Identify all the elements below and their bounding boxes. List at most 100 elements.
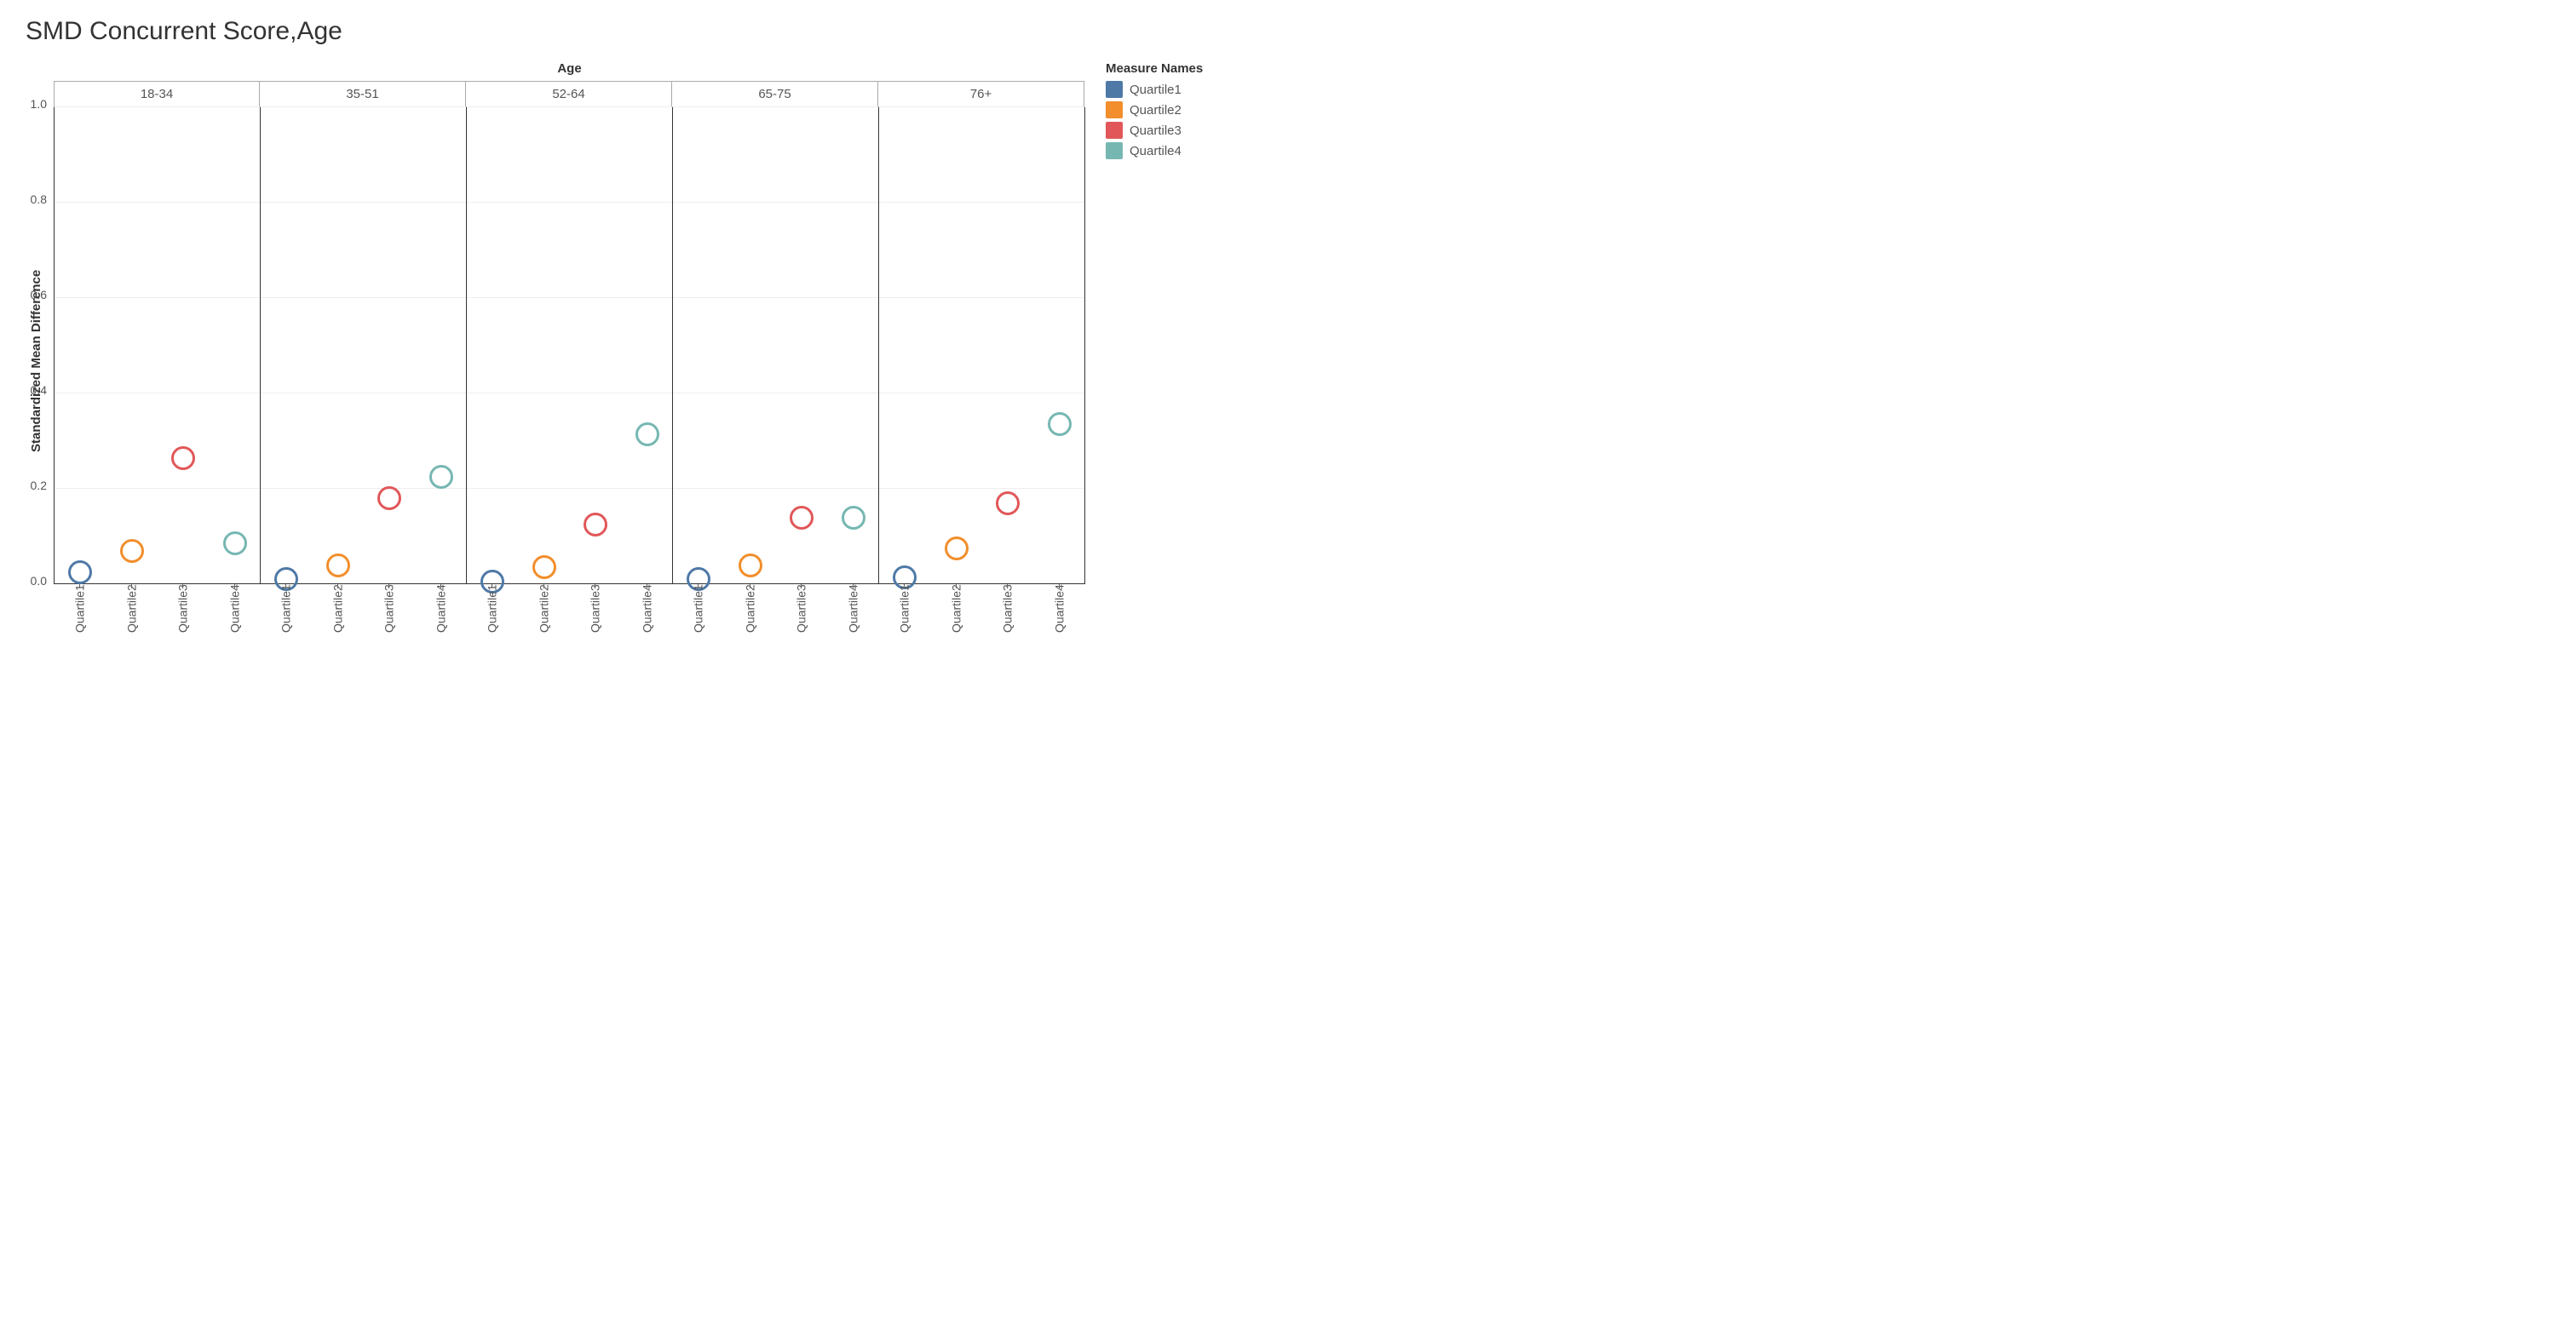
x-tick-group: Quartile1Quartile2Quartile3Quartile4 (878, 584, 1084, 661)
gridline (879, 202, 1084, 203)
x-tick-mark (182, 584, 183, 588)
y-axis-ticks: 1.00.80.60.40.20.0 (47, 111, 54, 588)
data-marker (429, 465, 453, 489)
legend-item[interactable]: Quartile1 (1106, 81, 1203, 98)
data-marker (945, 536, 969, 560)
data-marker (171, 446, 195, 470)
data-marker (120, 539, 144, 563)
panel-axis-label: Age (54, 61, 1085, 81)
data-marker (223, 531, 247, 555)
gridline (55, 488, 260, 489)
data-marker (842, 506, 865, 530)
x-tick-label: Quartile3 (569, 584, 621, 661)
legend-item[interactable]: Quartile2 (1106, 101, 1203, 118)
gridline (467, 106, 672, 107)
data-marker (996, 491, 1020, 515)
gridline (55, 202, 260, 203)
panels (54, 107, 1085, 584)
data-marker (532, 555, 556, 579)
x-tick-label: Quartile3 (157, 584, 209, 661)
legend-item[interactable]: Quartile4 (1106, 142, 1203, 159)
x-tick-group: Quartile1Quartile2Quartile3Quartile4 (466, 584, 672, 661)
x-tick-mark (131, 584, 132, 588)
x-tick-mark (1059, 584, 1060, 588)
gridline (55, 297, 260, 298)
x-tick-label: Quartile1 (466, 584, 518, 661)
panel (879, 107, 1085, 584)
x-tick-label: Quartile1 (878, 584, 930, 661)
legend: Measure Names Quartile1 Quartile2 Quartile… (1106, 61, 1203, 163)
legend-title: Measure Names (1106, 61, 1203, 76)
x-tick-mark (543, 584, 544, 588)
gridline (673, 106, 878, 107)
legend-swatch (1106, 81, 1123, 98)
gridline (879, 297, 1084, 298)
panel (261, 107, 467, 584)
x-tick-mark (904, 584, 905, 588)
legend-item[interactable]: Quartile3 (1106, 122, 1203, 139)
data-marker (1048, 412, 1072, 436)
gridline (261, 202, 466, 203)
x-tick-group: Quartile1Quartile2Quartile3Quartile4 (672, 584, 878, 661)
gridline (673, 488, 878, 489)
legend-label: Quartile3 (1130, 123, 1182, 138)
gridline (261, 488, 466, 489)
x-tick-group: Quartile1Quartile2Quartile3Quartile4 (54, 584, 260, 661)
legend-swatch (1106, 142, 1123, 159)
panel-header: 76+ (878, 81, 1084, 106)
x-tick-label: Quartile3 (981, 584, 1033, 661)
gridline (261, 106, 466, 107)
legend-label: Quartile4 (1130, 144, 1182, 158)
x-tick-mark (801, 584, 802, 588)
x-tick-label: Quartile4 (1033, 584, 1085, 661)
chart-container: Standardized Mean Difference 1.00.80.60.… (26, 61, 2550, 661)
x-tick-label: Quartile2 (724, 584, 776, 661)
legend-label: Quartile1 (1130, 83, 1182, 97)
panel-header: 18-34 (54, 81, 260, 106)
x-tick-label: Quartile2 (930, 584, 982, 661)
data-marker (635, 422, 659, 446)
x-tick-label: Quartile3 (775, 584, 827, 661)
panel-header: 35-51 (260, 81, 466, 106)
x-tick-mark (698, 584, 699, 588)
x-tick-mark (956, 584, 957, 588)
data-marker (68, 560, 92, 584)
y-axis-label: Standardized Mean Difference (26, 61, 47, 661)
panels-area: Age 18-3435-5152-6465-7576+ Quartile1Qua… (54, 61, 1085, 661)
x-tick-label: Quartile4 (827, 584, 879, 661)
panel-headers: 18-3435-5152-6465-7576+ (54, 81, 1085, 107)
x-tick-mark (337, 584, 338, 588)
x-tick-label: Quartile1 (672, 584, 724, 661)
gridline (879, 488, 1084, 489)
data-marker (790, 506, 814, 530)
panel-header: 52-64 (466, 81, 672, 106)
chart-title: SMD Concurrent Score,Age (26, 17, 2550, 46)
data-marker (739, 554, 762, 577)
plot-wrapper: Standardized Mean Difference 1.00.80.60.… (26, 61, 1085, 661)
x-tick-label: Quartile4 (209, 584, 261, 661)
panel (55, 107, 261, 584)
gridline (467, 297, 672, 298)
gridline (467, 488, 672, 489)
gridline (467, 202, 672, 203)
gridline (879, 106, 1084, 107)
x-tick-mark (440, 584, 441, 588)
gridline (673, 297, 878, 298)
x-tick-label: Quartile2 (312, 584, 364, 661)
x-tick-label: Quartile3 (363, 584, 415, 661)
data-marker (377, 486, 401, 510)
x-tick-label: Quartile2 (518, 584, 570, 661)
data-marker (326, 554, 350, 577)
gridline (673, 202, 878, 203)
legend-label: Quartile2 (1130, 103, 1182, 118)
x-tick-label: Quartile1 (260, 584, 312, 661)
x-tick-label: Quartile4 (415, 584, 467, 661)
gridline (55, 106, 260, 107)
legend-swatch (1106, 101, 1123, 118)
x-tick-group: Quartile1Quartile2Quartile3Quartile4 (260, 584, 466, 661)
data-marker (584, 513, 607, 536)
panel (467, 107, 673, 584)
x-tick-mark (285, 584, 286, 588)
panel-header: 65-75 (672, 81, 878, 106)
x-tick-mark (234, 584, 235, 588)
